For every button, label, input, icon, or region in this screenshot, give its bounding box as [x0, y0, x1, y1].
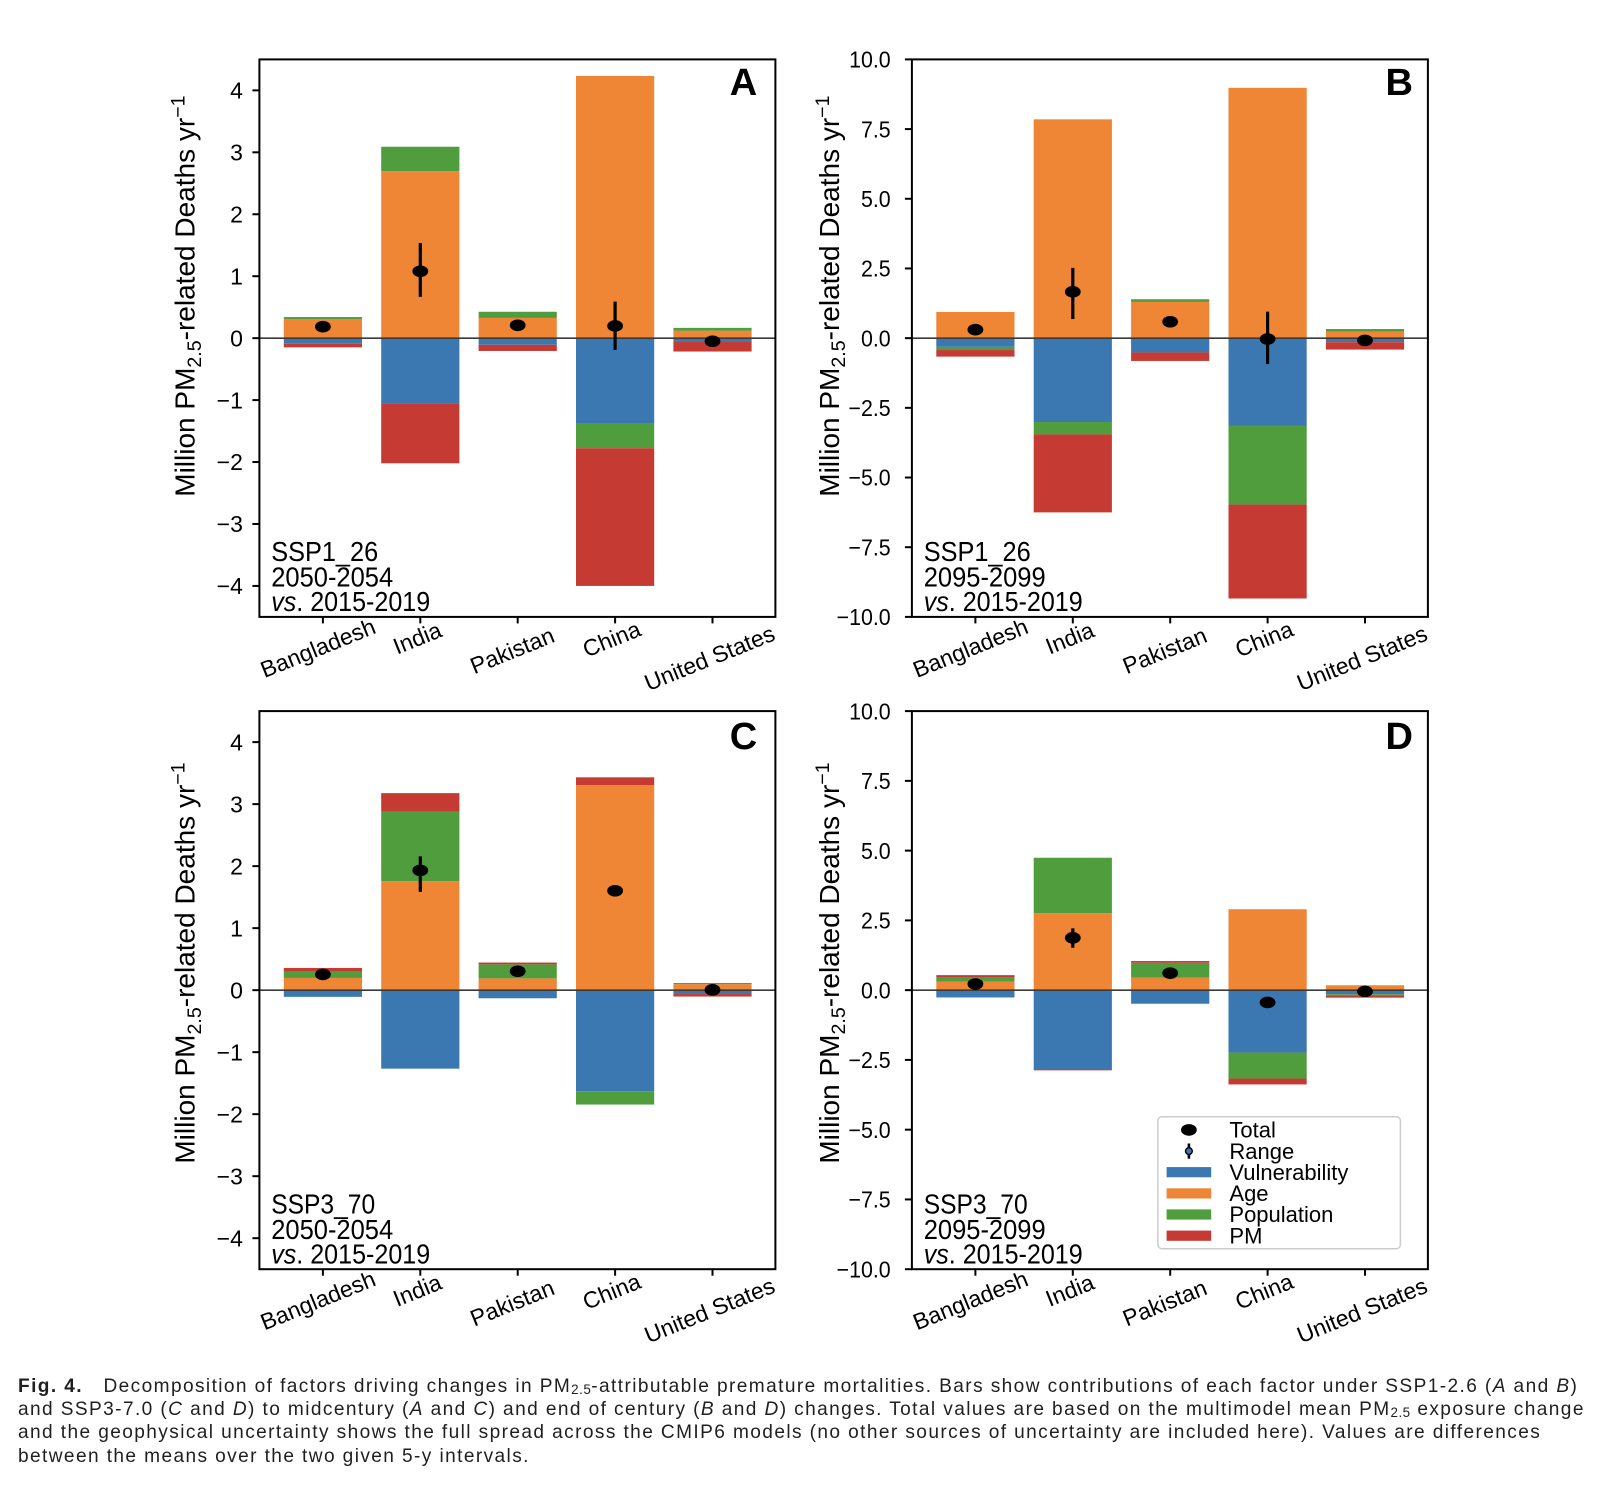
svg-text:−2: −2 [217, 1101, 243, 1127]
svg-text:3: 3 [230, 140, 243, 166]
svg-text:Population: Population [1229, 1202, 1333, 1227]
svg-text:3: 3 [230, 791, 243, 817]
svg-text:A: A [730, 62, 757, 104]
svg-text:Vulnerability: Vulnerability [1229, 1160, 1348, 1185]
svg-text:0: 0 [230, 977, 243, 1003]
svg-text:Million PM2.5-related Deaths y: Million PM2.5-related Deaths yr−1 [168, 95, 206, 496]
svg-text:−3: −3 [217, 1163, 243, 1189]
svg-text:10.0: 10.0 [849, 47, 891, 73]
svg-text:2.5: 2.5 [861, 908, 891, 934]
svg-text:7.5: 7.5 [861, 768, 891, 794]
svg-text:Million PM2.5-related Deaths y: Million PM2.5-related Deaths yr−1 [812, 762, 850, 1163]
svg-text:vs. 2015-2019: vs. 2015-2019 [271, 1239, 430, 1270]
svg-text:4: 4 [230, 729, 243, 755]
svg-text:0: 0 [230, 325, 243, 351]
svg-text:B: B [1385, 62, 1412, 104]
svg-text:Age: Age [1229, 1181, 1268, 1206]
svg-text:D: D [1385, 716, 1412, 758]
svg-text:Total: Total [1229, 1118, 1275, 1143]
svg-text:Million PM2.5-related Deaths y: Million PM2.5-related Deaths yr−1 [812, 95, 850, 496]
svg-text:2095-2099: 2095-2099 [924, 562, 1046, 593]
svg-text:Million PM2.5-related Deaths y: Million PM2.5-related Deaths yr−1 [168, 762, 206, 1163]
svg-text:vs. 2015-2019: vs. 2015-2019 [271, 586, 430, 617]
svg-text:SSP3_70: SSP3_70 [924, 1189, 1028, 1220]
svg-text:SSP3_70: SSP3_70 [271, 1189, 375, 1220]
svg-text:−5.0: −5.0 [849, 465, 891, 491]
svg-text:7.5: 7.5 [861, 116, 891, 142]
svg-text:1: 1 [230, 263, 243, 289]
svg-text:PM: PM [1229, 1223, 1262, 1248]
svg-text:−7.5: −7.5 [849, 534, 891, 560]
svg-text:5.0: 5.0 [861, 186, 891, 212]
svg-text:−4: −4 [217, 1225, 243, 1251]
svg-text:−2.5: −2.5 [849, 395, 891, 421]
svg-text:SSP1_26: SSP1_26 [924, 536, 1031, 567]
svg-text:1: 1 [230, 915, 243, 941]
svg-text:C: C [730, 716, 757, 758]
svg-text:−1: −1 [217, 387, 243, 413]
svg-text:−2: −2 [217, 449, 243, 475]
svg-text:−7.5: −7.5 [849, 1187, 891, 1213]
svg-text:0.0: 0.0 [861, 977, 891, 1003]
svg-text:−2.5: −2.5 [849, 1047, 891, 1073]
svg-text:2: 2 [230, 201, 243, 227]
svg-text:0.0: 0.0 [861, 325, 891, 351]
svg-text:−10.0: −10.0 [837, 1256, 891, 1282]
svg-text:−4: −4 [217, 573, 243, 599]
svg-text:2050-2054: 2050-2054 [271, 562, 393, 593]
svg-text:4: 4 [230, 78, 243, 104]
svg-text:−1: −1 [217, 1039, 243, 1065]
svg-text:10.0: 10.0 [849, 698, 891, 724]
svg-text:−3: −3 [217, 511, 243, 537]
svg-text:2095-2099: 2095-2099 [924, 1214, 1046, 1245]
svg-text:−10.0: −10.0 [837, 604, 891, 630]
svg-text:2: 2 [230, 853, 243, 879]
svg-text:2050-2054: 2050-2054 [271, 1214, 393, 1245]
svg-text:5.0: 5.0 [861, 838, 891, 864]
svg-text:−5.0: −5.0 [849, 1117, 891, 1143]
svg-text:vs. 2015-2019: vs. 2015-2019 [924, 586, 1083, 617]
svg-text:vs. 2015-2019: vs. 2015-2019 [924, 1239, 1083, 1270]
svg-text:Range: Range [1229, 1139, 1294, 1164]
svg-text:2.5: 2.5 [861, 256, 891, 282]
svg-text:SSP1_26: SSP1_26 [271, 536, 378, 567]
